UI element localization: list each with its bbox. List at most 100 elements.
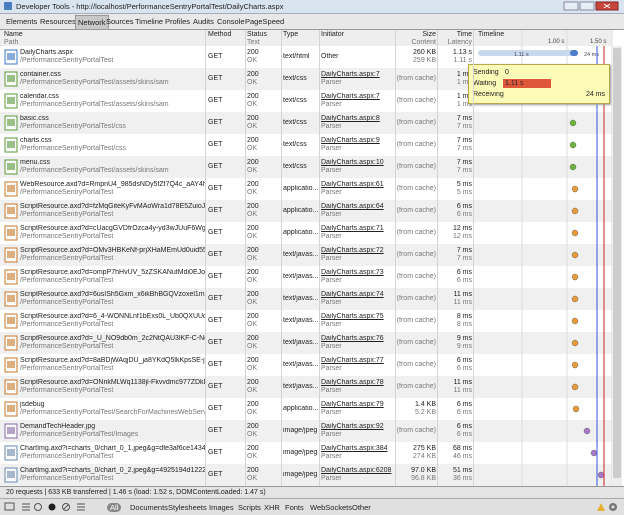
filter-button[interactable]: Images	[209, 503, 234, 512]
window-controls[interactable]	[562, 0, 622, 12]
request-row[interactable]: WebResource.axd?d=RmpnU4_985dsNDy5fZf7Q4…	[0, 178, 612, 201]
request-row[interactable]: ScriptResource.axd?d=8aBDjWAqjDU_ja8YKdQ…	[0, 354, 612, 377]
method: GET	[208, 339, 223, 346]
tooltip-label: Waiting	[473, 80, 497, 87]
panel-tab[interactable]: Profiles	[165, 17, 191, 26]
panel-tab[interactable]: Timeline	[135, 17, 164, 26]
cell: GET	[208, 185, 244, 193]
initiator-detail: Parser	[321, 277, 342, 284]
file-icon	[4, 181, 18, 197]
panel-tab[interactable]: Resources	[40, 17, 76, 26]
initiator: DailyCharts.aspx:75	[321, 313, 384, 320]
column-separator	[319, 30, 320, 486]
icon-band	[7, 251, 15, 258]
size: 97.0 KB	[411, 467, 436, 474]
timeline-dot	[572, 405, 580, 413]
status-text: OK	[247, 211, 258, 218]
timeline-dot	[583, 427, 591, 435]
cell: image/jpeg	[283, 449, 318, 457]
request-row[interactable]: DailyCharts.aspx/PerformanceSentryPortal…	[0, 46, 612, 69]
heading-sublabel: Latency	[447, 38, 472, 46]
request-row[interactable]: ChartImg.axd?i=charts_0/chart_0_1.jpeg&g…	[0, 442, 612, 465]
cell: GET	[208, 207, 244, 215]
file-icon	[4, 203, 18, 219]
request-row[interactable]: container.css/PerformanceSentryPortalTes…	[0, 68, 612, 91]
latency: 1.11 s	[453, 57, 472, 64]
time: 7 ms	[456, 137, 472, 144]
size: (from cache)	[396, 207, 436, 214]
filter-button[interactable]: XHR	[264, 503, 280, 512]
panel-tab[interactable]: PageSpeed	[245, 17, 285, 26]
filter-button[interactable]: WebSockets	[310, 503, 352, 512]
panel-tab[interactable]: Console	[217, 17, 245, 26]
timing-tooltip: Sending 0 Waiting 1.11 s Receiving 24 ms	[468, 64, 610, 104]
method: GET	[208, 185, 223, 192]
file-icon	[4, 357, 18, 373]
latency: 46 ms	[452, 453, 472, 460]
column-heading: Method	[208, 31, 244, 39]
time: 7 ms	[456, 115, 472, 122]
initiator-detail: Parser	[321, 211, 342, 218]
panel-tab[interactable]: Network	[75, 15, 109, 29]
request-row[interactable]: ScriptResource.axd?d=ompP7hHvUV_5zZSKANu…	[0, 266, 612, 289]
toolbar-buttons[interactable]	[2, 499, 112, 515]
cell: text/javas...	[283, 317, 318, 325]
filter-button[interactable]: Fonts	[285, 503, 304, 512]
initiator-detail: Parser	[321, 387, 342, 394]
initiator-detail: Parser	[321, 365, 342, 372]
settings-icons[interactable]	[594, 499, 620, 515]
filter-button[interactable]: All	[107, 503, 122, 512]
filter-button[interactable]: Scripts	[238, 503, 261, 512]
panel-tab[interactable]: Sources	[106, 17, 134, 26]
cell: text/javas...	[283, 251, 318, 259]
panel-tab[interactable]: Elements	[6, 17, 38, 26]
request-row[interactable]: DemandTechHeader.jpg/PerformanceSentryPo…	[0, 420, 612, 443]
cell: applicatio...	[283, 405, 318, 413]
scrollbar[interactable]	[612, 46, 622, 486]
type: text/css	[283, 75, 307, 82]
request-row[interactable]: ChartImg.axd?i=charts_0/chart_0_2.jpeg&g…	[0, 464, 612, 487]
cell: GET	[208, 295, 244, 303]
name: DemandTechHeader.jpg	[20, 423, 96, 430]
initiator-detail: Parser	[321, 431, 342, 438]
heading-label: Initiator	[321, 31, 344, 38]
time: 6 ms	[456, 423, 472, 430]
path: /PerformanceSentryPortalTest	[20, 453, 114, 460]
cell: GET	[208, 405, 244, 413]
cell: (from cache)	[396, 273, 436, 281]
path: /PerformanceSentryPortalTest	[20, 321, 114, 328]
filter-button[interactable]: Documents	[130, 503, 168, 512]
content: 259 KB	[413, 57, 436, 64]
initiator: DailyCharts.aspx:8	[321, 115, 380, 122]
path: /PerformanceSentryPortalTest	[20, 189, 114, 196]
icon-band	[7, 53, 15, 60]
heading-label: Size	[422, 31, 436, 38]
cell: GET	[208, 449, 244, 457]
type: text/javas...	[283, 339, 318, 346]
cell: 200 OK	[247, 225, 279, 241]
path: /PerformanceSentryPortalTest/Images	[20, 431, 139, 438]
tooltip-label: Receiving	[473, 91, 504, 98]
request-row[interactable]: ScriptResource.axd?d=6_4-WONNLnf1bExs0L_…	[0, 310, 612, 333]
heading-label: Timeline	[478, 31, 505, 38]
initiator-detail: Parser	[321, 475, 342, 482]
time: 9 ms	[456, 335, 472, 342]
status-text: OK	[247, 255, 258, 262]
name: charts.css	[20, 137, 52, 144]
filter-button[interactable]: Stylesheets	[168, 503, 207, 512]
cell: GET	[208, 427, 244, 435]
size: (from cache)	[396, 75, 436, 82]
request-row[interactable]: ScriptResource.axd?d=ONnkMLWq1138jl-Fkvv…	[0, 376, 612, 399]
cell: DailyCharts.aspx:7 Parser	[321, 71, 394, 87]
initiator: DailyCharts.aspx:74	[321, 291, 384, 298]
latency: 6 ms	[456, 409, 472, 416]
method: GET	[208, 229, 223, 236]
file-icon	[4, 137, 18, 153]
cell: Other	[321, 53, 394, 61]
window-title: Developer Tools - http://localhost/Perfo…	[16, 2, 284, 11]
panel-tab[interactable]: Audits	[193, 17, 214, 26]
name: ScriptResource.axd?d=ompP7hHvUV_5zZSKANu…	[20, 269, 206, 276]
initiator: DailyCharts.aspx:9	[321, 137, 380, 144]
filter-button[interactable]: Other	[352, 503, 371, 512]
